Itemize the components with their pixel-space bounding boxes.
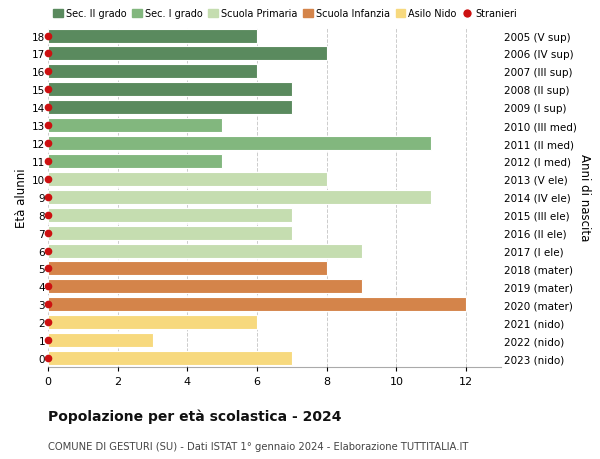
Bar: [48, 262, 327, 276]
Bar: [48, 101, 292, 115]
Bar: [48, 173, 327, 186]
Bar: [48, 83, 292, 97]
Bar: [48, 155, 222, 168]
Text: Popolazione per età scolastica - 2024: Popolazione per età scolastica - 2024: [48, 409, 341, 423]
Bar: [48, 333, 152, 347]
Bar: [48, 47, 327, 62]
Bar: [48, 137, 431, 151]
Bar: [48, 65, 257, 79]
Bar: [48, 315, 257, 330]
Bar: [48, 244, 362, 258]
Bar: [48, 208, 292, 222]
Bar: [48, 29, 257, 44]
Bar: [48, 119, 222, 133]
Y-axis label: Età alunni: Età alunni: [15, 168, 28, 227]
Y-axis label: Anni di nascita: Anni di nascita: [578, 154, 590, 241]
Bar: [48, 226, 292, 240]
Bar: [48, 297, 466, 312]
Bar: [48, 280, 362, 294]
Bar: [48, 190, 431, 204]
Text: COMUNE DI GESTURI (SU) - Dati ISTAT 1° gennaio 2024 - Elaborazione TUTTITALIA.IT: COMUNE DI GESTURI (SU) - Dati ISTAT 1° g…: [48, 441, 469, 451]
Bar: [48, 351, 292, 365]
Legend: Sec. II grado, Sec. I grado, Scuola Primaria, Scuola Infanzia, Asilo Nido, Stran: Sec. II grado, Sec. I grado, Scuola Prim…: [53, 9, 517, 19]
